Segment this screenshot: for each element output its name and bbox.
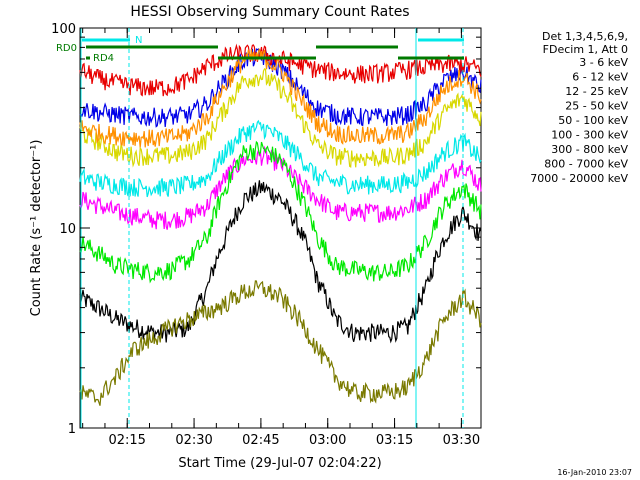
series-line <box>79 119 482 198</box>
series-line <box>79 280 482 406</box>
flag-label-rd0: RD0 <box>56 43 77 54</box>
series-line <box>79 48 482 148</box>
axes-layer: 1 10 100 02:15 02:30 02:45 03:00 03:15 03:30 <box>51 22 481 448</box>
legend-entry: 7000 - 20000 keV <box>530 172 628 185</box>
legend-entry: 800 - 7000 keV <box>544 158 628 171</box>
flag-label-n: N <box>135 35 142 46</box>
legend-entry: 3 - 6 keV <box>579 56 628 69</box>
x-tick-label: 03:15 <box>376 433 413 448</box>
legend-entry: 50 - 100 keV <box>558 114 628 127</box>
legend-entry: 6 - 12 keV <box>572 71 628 84</box>
legend-entry: 25 - 50 keV <box>565 100 628 113</box>
legend-header-line-2: FDecim 1, Att 0 <box>543 43 628 56</box>
legend-header-line-1: Det 1,3,4,5,6,9, <box>542 30 628 43</box>
series-layer <box>79 43 482 406</box>
x-tick-label: 02:15 <box>108 433 145 448</box>
legend-entry: 12 - 25 keV <box>565 85 628 98</box>
render-timestamp: 16-Jan-2010 23:07 <box>557 468 632 477</box>
x-axis-label: Start Time (29-Jul-07 02:04:22) <box>178 456 381 471</box>
y-tick-label: 1 <box>68 422 76 437</box>
chart-title: HESSI Observing Summary Count Rates <box>130 4 409 20</box>
x-tick-label: 02:30 <box>175 433 212 448</box>
series-line <box>79 43 482 97</box>
legend-entry: 300 - 800 keV <box>551 143 628 156</box>
y-tick-label: 100 <box>51 22 76 37</box>
y-tick-label: 10 <box>59 222 76 237</box>
series-line <box>79 145 482 230</box>
legend: Det 1,3,4,5,6,9, FDecim 1, Att 0 3 - 6 k… <box>530 30 628 185</box>
flag-label-rd4: RD4 <box>93 53 114 64</box>
series-line <box>79 140 482 284</box>
y-axis-label: Count Rate (s⁻¹ detector⁻¹) <box>29 140 44 317</box>
x-tick-label: 03:30 <box>443 433 480 448</box>
x-tick-label: 03:00 <box>309 433 346 448</box>
legend-entry: 100 - 300 keV <box>551 129 628 142</box>
series-line <box>79 68 482 168</box>
x-tick-label: 02:45 <box>242 433 279 448</box>
